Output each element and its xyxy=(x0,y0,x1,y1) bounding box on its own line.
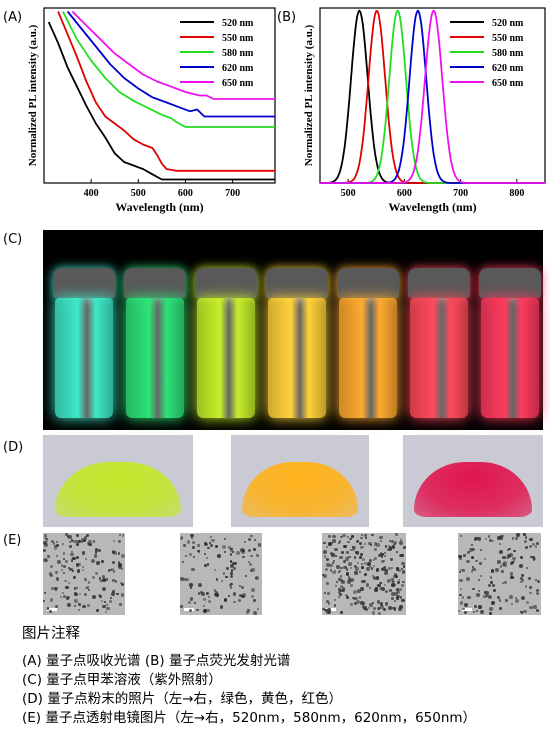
tem-image-580nm xyxy=(180,533,262,615)
legend-entry: 580 nm xyxy=(222,48,254,59)
legend-entry: 620 nm xyxy=(222,63,254,74)
powders-photo xyxy=(43,435,543,527)
series-line-650nm xyxy=(320,9,545,184)
series-line-650nm xyxy=(71,10,275,100)
tem-image-520nm xyxy=(43,533,125,615)
x-tick-label: 500 xyxy=(131,188,146,199)
vial xyxy=(124,268,186,418)
vial xyxy=(337,268,399,418)
legend-entry: 620 nm xyxy=(492,63,524,74)
x-tick-label: 600 xyxy=(178,188,193,199)
y-axis-label: Normalized PL intensity (a.u.) xyxy=(27,24,39,166)
legend-entry: 520 nm xyxy=(492,18,524,29)
caption-line: (A) 量子点吸收光谱 (B) 量子点荧光发射光谱 xyxy=(22,653,291,669)
tem-image-650nm xyxy=(458,533,541,615)
panel-label-d: (D) xyxy=(3,440,24,455)
vial xyxy=(195,268,257,418)
legend-entry: 550 nm xyxy=(222,33,254,44)
plot-frame xyxy=(43,7,276,184)
legend-entry: 650 nm xyxy=(222,78,254,89)
panel-label-c: (C) xyxy=(3,232,23,247)
panel-label-b: (B) xyxy=(277,10,297,25)
vial xyxy=(53,268,115,418)
x-tick-label: 800 xyxy=(509,188,524,199)
caption-line: (E) 量子点透射电镜图片（左→右，520nm，580nm，620nm，650n… xyxy=(22,710,477,726)
x-tick-label: 700 xyxy=(453,188,468,199)
x-tick-label: 500 xyxy=(341,188,356,199)
vials-photo xyxy=(43,230,543,430)
caption-title: 图片注释 xyxy=(22,626,80,642)
x-tick-label: 600 xyxy=(397,188,412,199)
x-tick-label: 700 xyxy=(225,188,240,199)
caption-line: (D) 量子点粉末的照片（左→右，绿色，黄色，红色） xyxy=(22,691,343,707)
legend-entry: 520 nm xyxy=(222,18,254,29)
series-line-580nm xyxy=(62,11,275,128)
series-line-520nm xyxy=(47,21,275,181)
vial xyxy=(266,268,328,418)
legend-entry: 580 nm xyxy=(492,48,524,59)
x-tick-label: 400 xyxy=(84,188,99,199)
series-line-620nm xyxy=(66,10,275,118)
panel-label-e: (E) xyxy=(3,533,22,548)
y-axis-label: Normalized PL intensity (a.u.) xyxy=(303,24,315,166)
x-axis-label: Wavelength (nm) xyxy=(388,200,476,214)
panel-label-a: (A) xyxy=(3,10,23,25)
x-axis-label: Wavelength (nm) xyxy=(115,200,203,214)
vial xyxy=(408,268,470,418)
legend-entry: 550 nm xyxy=(492,33,524,44)
powder-pile xyxy=(231,435,369,527)
absorption-chart: 400 500 600 700 Wavelength (nm) Normalized PL… xyxy=(27,7,276,214)
legend-entry: 650 nm xyxy=(492,78,524,89)
series-line-550nm xyxy=(57,11,275,172)
pl-emission-chart: 500 600 700 800 Wavelength (nm) Normalized PL… xyxy=(303,7,546,214)
vial xyxy=(479,268,541,418)
powder-pile xyxy=(43,435,193,527)
caption-line: (C) 量子点甲苯溶液（紫外照射） xyxy=(22,672,222,688)
powder-pile xyxy=(403,435,543,527)
tem-image-620nm xyxy=(322,533,406,615)
